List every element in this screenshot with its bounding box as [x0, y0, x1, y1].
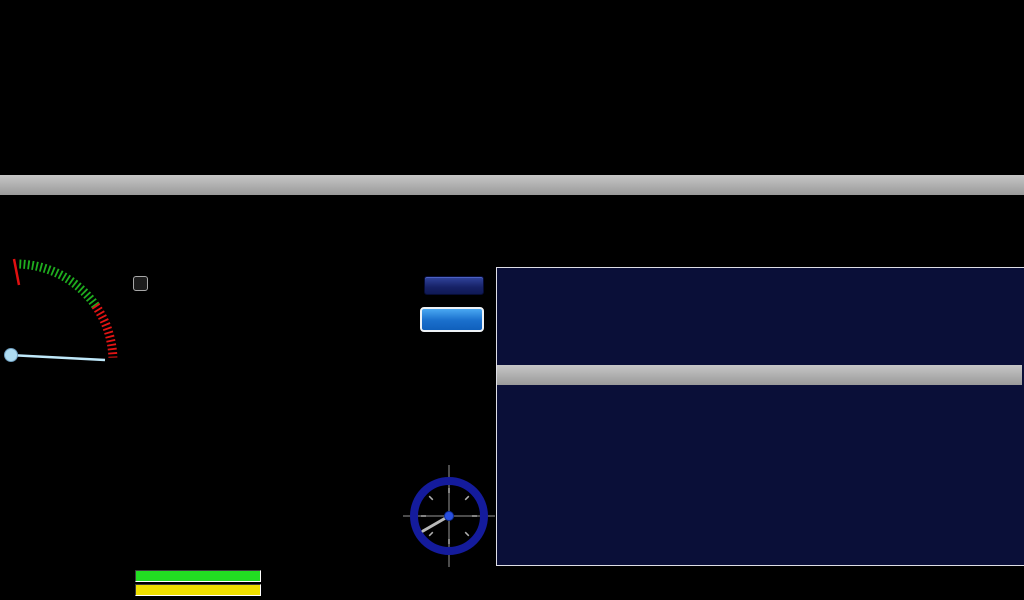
s-meter-needle	[12, 258, 21, 286]
main-waterfall[interactable]	[0, 0, 1024, 175]
cpu-total-bar	[135, 584, 261, 596]
phase-needle[interactable]	[421, 514, 451, 533]
overview-spectrum-canvas[interactable]	[0, 195, 1024, 235]
s-meter-labels	[0, 239, 130, 377]
squelch-needle[interactable]	[8, 353, 106, 362]
squelch-knob[interactable]	[4, 348, 18, 362]
overview-spectrum[interactable]	[0, 195, 1024, 236]
phase-ticks	[421, 488, 477, 544]
cpu-total-fill	[136, 585, 260, 595]
main-frequency-scale[interactable]	[0, 175, 1024, 195]
lo-auto-badge[interactable]	[133, 276, 148, 291]
control-panel	[0, 235, 1024, 600]
phase-ring	[410, 477, 488, 555]
audio-display	[496, 267, 1024, 566]
s-meter	[4, 258, 118, 362]
audio-frequency-scale[interactable]	[497, 365, 1022, 385]
phase-dial[interactable]	[403, 457, 495, 569]
audio-waterfall[interactable]	[497, 268, 1022, 365]
freqmgr-button[interactable]	[424, 276, 484, 295]
cpu-hdsdr-fill	[136, 571, 260, 581]
lo-row	[133, 276, 148, 295]
s-meter-red-arc	[91, 302, 118, 358]
extio-button[interactable]	[420, 307, 484, 332]
s-meter-green-arc	[19, 259, 100, 309]
audio-spectrum[interactable]	[497, 385, 1022, 563]
audio-spectrum-canvas[interactable]	[497, 385, 1022, 563]
phase-hub	[444, 511, 454, 521]
cpu-hdsdr-bar	[135, 570, 261, 582]
